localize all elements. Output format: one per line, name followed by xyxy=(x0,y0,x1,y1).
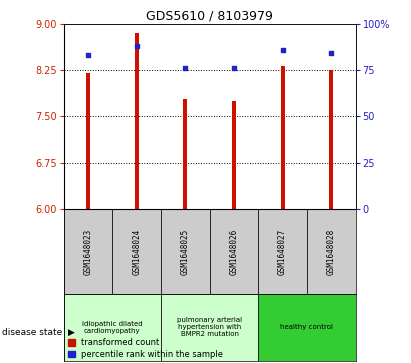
Bar xyxy=(64,209,112,294)
Bar xyxy=(112,209,161,294)
Bar xyxy=(281,66,284,209)
Text: GSM1648024: GSM1648024 xyxy=(132,228,141,274)
Text: disease state  ▶: disease state ▶ xyxy=(2,328,75,337)
Text: GSM1648023: GSM1648023 xyxy=(83,228,92,274)
Text: pulmonary arterial
hypertension with
BMPR2 mutation: pulmonary arterial hypertension with BMP… xyxy=(177,317,242,338)
Bar xyxy=(329,70,333,209)
Point xyxy=(85,52,91,58)
Bar xyxy=(258,294,356,361)
Bar xyxy=(161,294,258,361)
Point xyxy=(328,50,335,56)
Bar xyxy=(86,73,90,209)
Text: GSM1648025: GSM1648025 xyxy=(181,228,190,274)
Text: idiopathic dilated
cardiomyopathy: idiopathic dilated cardiomyopathy xyxy=(82,321,143,334)
Bar xyxy=(64,294,161,361)
Text: GSM1648028: GSM1648028 xyxy=(327,228,336,274)
Text: healthy control: healthy control xyxy=(280,325,333,330)
Point xyxy=(133,43,140,49)
Bar xyxy=(135,33,139,209)
Text: GSM1648027: GSM1648027 xyxy=(278,228,287,274)
Bar xyxy=(210,209,258,294)
Bar xyxy=(183,99,187,209)
Bar xyxy=(258,209,307,294)
Text: GSM1648026: GSM1648026 xyxy=(229,228,238,274)
Point xyxy=(231,65,237,71)
Bar xyxy=(307,209,356,294)
Point xyxy=(279,47,286,53)
Title: GDS5610 / 8103979: GDS5610 / 8103979 xyxy=(146,9,273,23)
Bar xyxy=(232,101,236,209)
Bar xyxy=(161,209,210,294)
Legend: transformed count, percentile rank within the sample: transformed count, percentile rank withi… xyxy=(68,338,223,359)
Point xyxy=(182,65,189,71)
